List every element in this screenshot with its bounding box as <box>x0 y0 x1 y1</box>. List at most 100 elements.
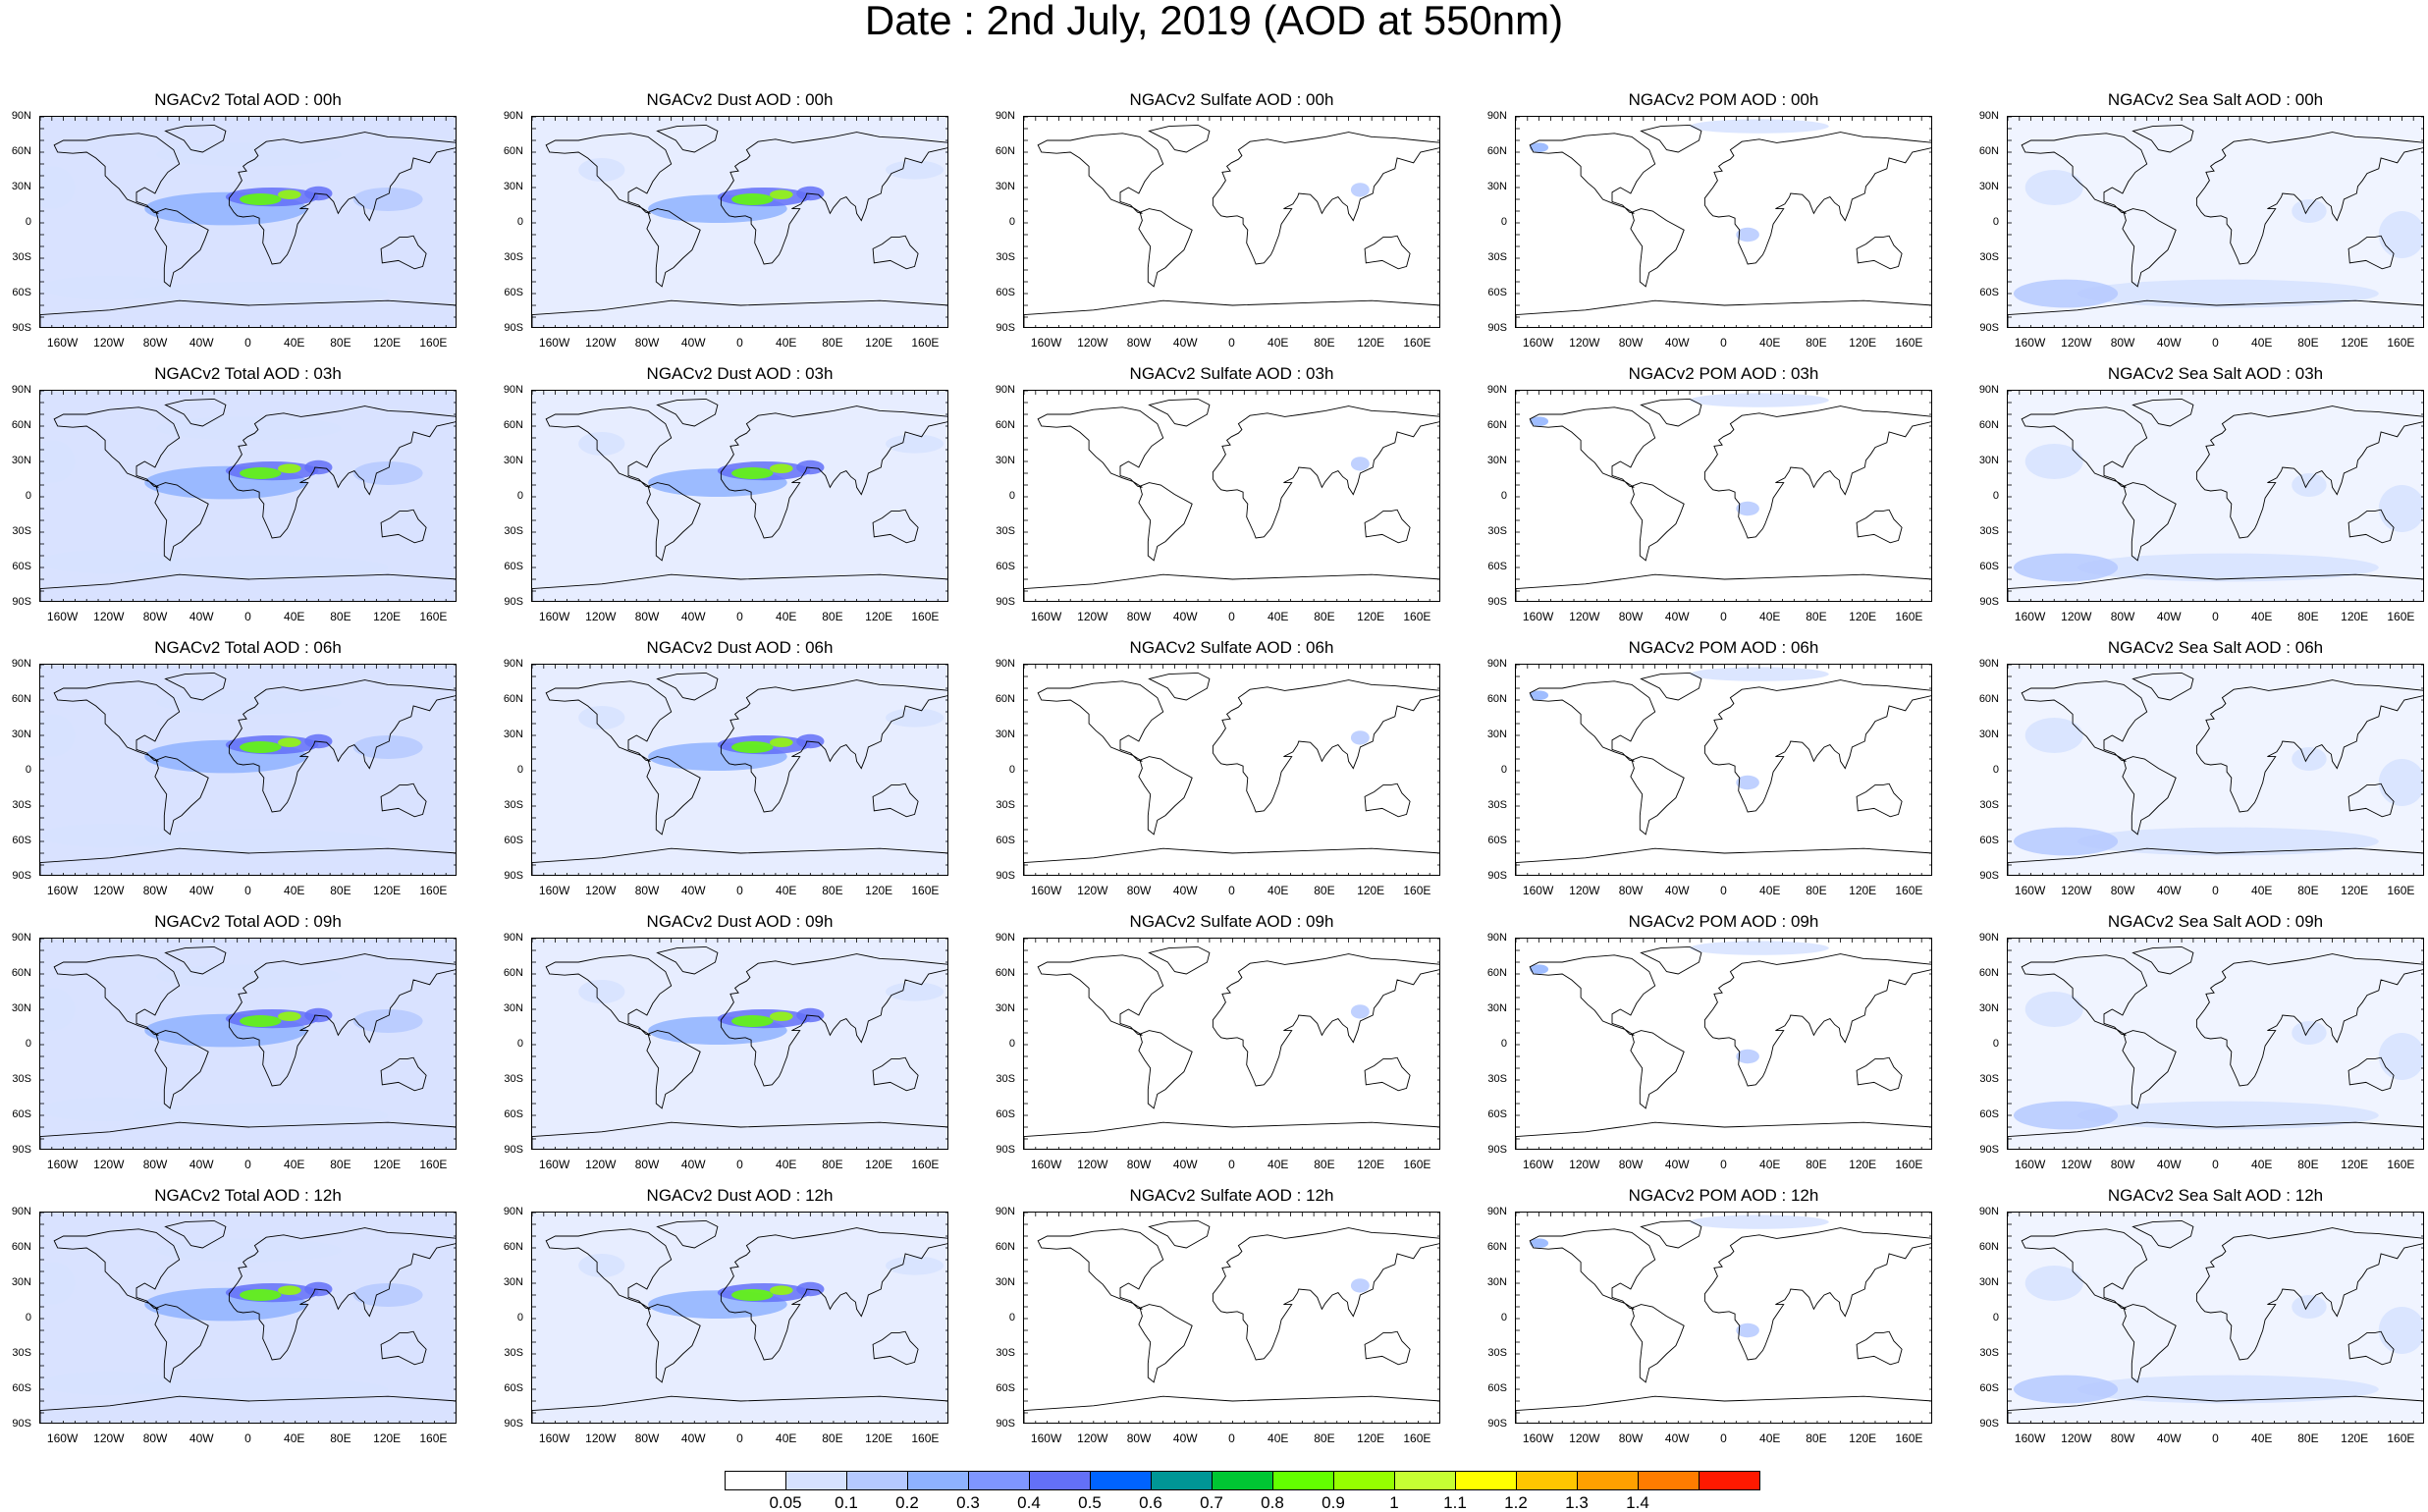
lon-label: 40E <box>2251 610 2273 623</box>
lat-label: 60S <box>1979 1108 1999 1120</box>
coastline-australia <box>1856 1056 1903 1092</box>
aod-plume <box>2378 1033 2423 1080</box>
coastline-antarctica <box>1024 299 1439 327</box>
aod-plume <box>886 434 944 454</box>
lat-label: 60N <box>1486 419 1507 431</box>
aod-plume <box>278 737 301 747</box>
lon-label: 0 <box>244 884 251 897</box>
lon-label: 120E <box>373 884 402 897</box>
coastline-australia <box>2347 235 2395 270</box>
coastline-africa-eurasia <box>1703 405 1931 539</box>
coastline-australia <box>380 783 427 818</box>
coastline-antarctica <box>2008 1395 2423 1423</box>
aod-plume <box>1530 1238 1549 1248</box>
aod-plume <box>1690 1215 1829 1229</box>
coastline-africa-eurasia <box>228 405 456 539</box>
lon-label: 0 <box>736 1431 743 1445</box>
lon-label: 160E <box>1895 1158 1923 1171</box>
lon-label: 40W <box>1172 1158 1198 1171</box>
lon-label: 40E <box>284 1431 305 1445</box>
lat-label: 90N <box>1486 110 1507 122</box>
aod-plume <box>40 714 76 757</box>
lon-label: 80E <box>1314 1158 1335 1171</box>
panel-title: NGACv2 Sulfate AOD : 09h <box>1129 912 1334 931</box>
colorbar-label: 1.4 <box>1626 1493 1649 1512</box>
lat-label: 30N <box>503 455 523 466</box>
coastline-greenland <box>1640 124 1702 153</box>
lon-label: 80W <box>1126 336 1152 350</box>
lon-label: 120W <box>2061 336 2092 350</box>
aod-plume <box>352 461 423 485</box>
lon-label: 80E <box>330 1158 351 1171</box>
coastline-australia <box>872 1056 919 1092</box>
lon-label: 160E <box>419 1431 448 1445</box>
lat-label: 60S <box>1979 1382 1999 1394</box>
lon-label: 40E <box>1268 336 1289 350</box>
coastline-antarctica <box>532 847 947 875</box>
lat-label: 0 <box>1992 1038 1999 1050</box>
lon-label: 120E <box>1357 884 1385 897</box>
lon-label: 80E <box>2297 884 2319 897</box>
coastline-antarctica <box>40 573 456 601</box>
world-map <box>1023 1212 1440 1424</box>
coastline-antarctica <box>1516 299 1931 327</box>
aod-plume <box>156 416 342 441</box>
lat-label: 60S <box>12 561 31 572</box>
lon-label: 80E <box>822 1158 843 1171</box>
aod-plume <box>1690 393 1829 407</box>
lat-label: 30N <box>1486 181 1507 192</box>
lon-label: 40E <box>1268 610 1289 623</box>
coastline-africa-eurasia <box>1703 953 1931 1087</box>
coastline-australia <box>380 1330 427 1366</box>
world-map <box>1023 116 1440 328</box>
lon-label: 160E <box>419 610 448 623</box>
colorbar-swatch <box>1272 1471 1334 1490</box>
lon-label: 0 <box>244 1431 251 1445</box>
lon-label: 80E <box>330 610 351 623</box>
lat-label: 90S <box>504 1144 523 1156</box>
lat-label: 30S <box>1487 251 1507 263</box>
coastline-greenland <box>164 124 227 153</box>
lat-label: 60N <box>995 1241 1015 1253</box>
lon-label: 40W <box>1664 884 1690 897</box>
lat-label: 0 <box>1008 1038 1015 1050</box>
lon-label: 0 <box>736 610 743 623</box>
aod-plume <box>578 158 625 182</box>
lat-label: 90N <box>1486 1206 1507 1217</box>
coastline-australia <box>1364 1056 1411 1092</box>
coastline-australia <box>1364 1330 1411 1366</box>
coastline-south-america <box>1138 1304 1193 1383</box>
coastline-africa-eurasia <box>2195 405 2423 539</box>
coastline-antarctica <box>40 1395 456 1423</box>
colorbar-swatch <box>725 1471 786 1490</box>
lon-label: 40W <box>189 884 214 897</box>
colorbar-label: 0.05 <box>769 1493 802 1512</box>
coastline-antarctica <box>40 1121 456 1149</box>
lat-label: 30N <box>1978 729 1999 740</box>
lon-label: 40E <box>1268 1431 1289 1445</box>
lat-label: 60S <box>504 1108 523 1120</box>
lon-label: 120W <box>585 884 617 897</box>
lat-label: 30N <box>1978 181 1999 192</box>
lat-label: 90N <box>11 1206 31 1217</box>
lon-label: 80W <box>142 1431 168 1445</box>
lat-label: 60N <box>1486 145 1507 157</box>
coastline-south-america <box>2122 1030 2177 1109</box>
lon-label: 120W <box>93 1431 125 1445</box>
lon-label: 120W <box>1569 610 1600 623</box>
coastline-north-america <box>53 954 181 1036</box>
lon-label: 120E <box>865 1431 893 1445</box>
lon-label: 80E <box>1806 1158 1827 1171</box>
world-map <box>39 1212 457 1424</box>
lon-label: 0 <box>736 884 743 897</box>
aod-plume <box>40 1372 180 1395</box>
coastline-antarctica <box>1516 573 1931 601</box>
lat-label: 0 <box>1008 216 1015 228</box>
aod-plume <box>2077 1101 2379 1130</box>
aod-plume <box>2292 1295 2327 1319</box>
aod-plume <box>886 1256 944 1275</box>
lon-label: 160W <box>46 1431 79 1445</box>
aod-plume <box>1350 183 1370 197</box>
aod-plume <box>278 463 301 473</box>
lon-label: 120W <box>1077 610 1108 623</box>
